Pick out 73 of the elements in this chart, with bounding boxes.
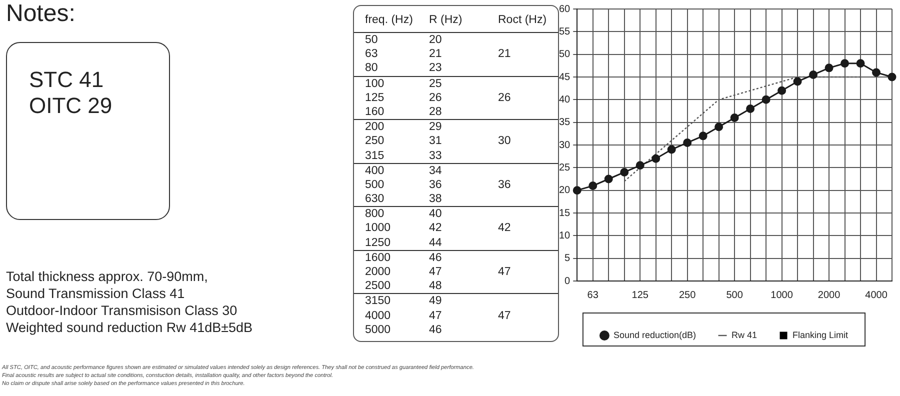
text: 160 28	[365, 106, 442, 118]
text: 800 40	[365, 208, 442, 220]
text: STC 41	[29, 67, 105, 93]
point	[683, 138, 692, 147]
text: Outdoor-Indoor Transmisison Class 30	[6, 302, 238, 319]
x-tick-label: 500	[726, 290, 744, 301]
point	[620, 168, 629, 176]
point	[856, 59, 865, 68]
text: 2500 48	[365, 280, 442, 292]
text: 1250 44	[365, 236, 442, 249]
point	[572, 186, 582, 195]
text: Total thickness approx. 70-90mm,	[6, 268, 209, 285]
point	[793, 77, 802, 86]
text: 125 26 26	[365, 92, 511, 104]
legend-label: Rw 41	[732, 330, 758, 340]
point	[604, 174, 613, 184]
text: Notes:	[6, 0, 76, 28]
point	[730, 114, 739, 122]
point	[667, 145, 676, 154]
text: 50 20	[365, 34, 442, 46]
text: 1000 42 42	[365, 222, 511, 234]
y-tick-label: 40	[559, 94, 571, 106]
y-tick-label: 0	[564, 276, 571, 287]
point	[714, 122, 724, 132]
text: 1600 46	[365, 252, 442, 264]
point	[872, 68, 881, 77]
text: 4000 47 47	[365, 310, 511, 322]
y-tick-label: 30	[559, 140, 571, 151]
point	[698, 132, 708, 140]
text: 5000 46	[365, 324, 442, 336]
y-tick-label: 35	[559, 117, 571, 128]
x-tick-label: 4000	[865, 290, 888, 301]
point	[824, 64, 834, 72]
text: Weighted sound reduction Rw 41dB±5dB	[6, 319, 253, 336]
y-tick-label: 50	[559, 49, 571, 60]
text: 3150 49	[365, 295, 442, 308]
y-tick-label: 20	[559, 185, 571, 196]
text: 100 25	[365, 78, 442, 90]
point	[652, 154, 660, 163]
point	[778, 86, 786, 95]
text: 2000 47 47	[365, 266, 511, 278]
y-tick-label: 15	[559, 208, 571, 219]
x-tick-label: 2000	[818, 290, 841, 301]
y-tick-label: 25	[559, 162, 571, 174]
y-tick-label: 10	[559, 230, 571, 242]
point	[636, 161, 644, 170]
text: 500 36 36	[365, 178, 511, 191]
legend-label: Sound reduction(dB)	[613, 330, 696, 340]
point	[809, 70, 818, 79]
text: 200 29	[365, 121, 442, 134]
text: 80 23	[365, 62, 442, 74]
y-tick-label: 60	[559, 4, 571, 15]
x-tick-label: 250	[678, 290, 696, 301]
x-tick-label: 1000	[770, 290, 794, 301]
point	[762, 95, 770, 104]
y-tick-label: 5	[564, 253, 571, 264]
text: freq. (Hz) R (Hz) Roct (Hz)	[365, 14, 547, 26]
point	[840, 59, 850, 68]
text: OITC 29	[29, 93, 114, 119]
point	[746, 104, 755, 113]
x-tick-label: 63	[587, 290, 599, 301]
legend-label: Flanking Limit	[792, 330, 849, 340]
x-tick-label: 125	[632, 290, 649, 301]
text: 250 31 30	[365, 135, 511, 148]
text: 400 34	[365, 164, 442, 177]
point	[888, 72, 896, 82]
point	[588, 182, 598, 190]
text: 63 21 21	[365, 48, 511, 60]
text: Sound Transmission Class 41	[6, 285, 186, 302]
y-tick-label: 55	[559, 26, 571, 38]
y-tick-label: 45	[559, 72, 571, 83]
text: 630 38	[365, 193, 442, 206]
text: 315 33	[365, 150, 442, 162]
